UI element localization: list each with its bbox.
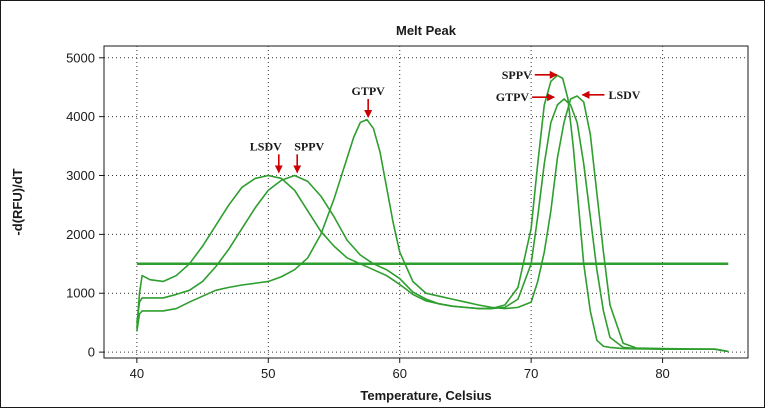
y-tick-label: 3000	[66, 168, 95, 183]
y-tick-label: 2000	[66, 227, 95, 242]
melt-curve-2	[136, 98, 729, 353]
annotation-label: SPPV	[502, 68, 532, 82]
x-tick-label: 50	[261, 366, 275, 381]
annotation-label: LSDV	[608, 88, 640, 102]
y-tick-label: 4000	[66, 109, 95, 124]
y-tick-label: 5000	[66, 50, 95, 65]
annotation-label: LSDV	[250, 139, 282, 153]
annotation-label: SPPV	[294, 139, 324, 153]
x-tick-label: 70	[524, 366, 538, 381]
annotation-label: GTPV	[351, 84, 385, 98]
melt-curve-3	[136, 95, 729, 353]
annotation-label: GTPV	[496, 90, 530, 104]
y-axis-label: -d(RFU)/dT	[10, 168, 25, 235]
x-tick-label: 60	[392, 366, 406, 381]
x-tick-label: 80	[655, 366, 669, 381]
x-axis-label: Temperature, Celsius	[360, 388, 491, 403]
annotations: LSDV SPPV GTPV SPPV GTPV LSDV	[250, 68, 641, 174]
y-tick-label: 1000	[66, 286, 95, 301]
y-tick-label: 0	[88, 345, 95, 360]
grid	[104, 46, 748, 358]
chart-title: Melt Peak	[396, 23, 457, 38]
plot-area: 40 50 60 70 80 0 1000 2000 3000 4000 5000 LSDV SPPV…	[66, 45, 749, 381]
series-group	[136, 74, 729, 353]
axis-ticks: 40 50 60 70 80 0 1000 2000 3000 4000 5000	[66, 50, 670, 381]
x-tick-label: 40	[130, 366, 144, 381]
plot-area-border	[103, 45, 749, 359]
